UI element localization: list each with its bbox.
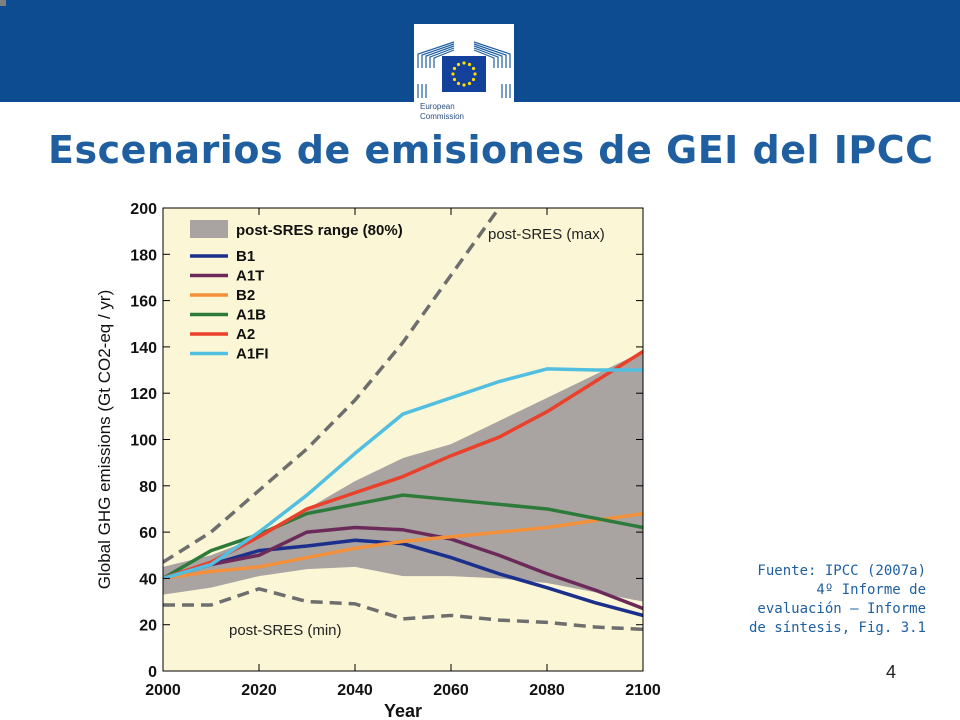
x-tick-label: 2000 [145, 682, 181, 699]
y-tick-label: 180 [130, 247, 157, 264]
eu-star-icon [452, 77, 457, 82]
eu-star-icon [456, 62, 461, 67]
eu-star-icon [452, 66, 457, 71]
european-commission-logo: European Commission [414, 24, 514, 132]
y-tick-label: 60 [139, 525, 157, 542]
label-post-sres-max: post-SRES (max) [488, 226, 605, 243]
label-post-sres-min: post-SRES (min) [229, 622, 342, 639]
legend-label-a1t: A1T [236, 268, 264, 285]
legend-label-a1fi: A1FI [236, 346, 269, 363]
x-tick-label: 2040 [337, 682, 373, 699]
eu-star-icon [471, 77, 476, 82]
y-tick-label: 40 [139, 571, 157, 588]
y-tick-label: 20 [139, 618, 157, 635]
eu-star-icon [467, 62, 472, 67]
y-tick-label: 100 [130, 433, 157, 450]
y-tick-label: 200 [130, 201, 157, 218]
y-tick-label: 0 [148, 664, 157, 681]
eu-star-icon [451, 72, 455, 76]
logo-text: European Commission [420, 102, 465, 121]
eu-star-icon [467, 81, 472, 86]
dashed-series-post-sres-max- [163, 208, 501, 564]
legend-label-band: post-SRES range (80%) [236, 222, 403, 239]
corner-marker [0, 0, 6, 6]
eu-star-icon [462, 83, 466, 87]
x-axis-label: Year [384, 701, 422, 720]
series-layer [163, 208, 643, 632]
legend-swatch-band [190, 220, 228, 238]
page-number: 4 [886, 662, 897, 682]
x-tick-label: 2060 [433, 682, 469, 699]
y-tick-label: 80 [139, 479, 157, 496]
eu-star-icon [471, 66, 476, 71]
eu-flag-logo-icon [417, 41, 511, 98]
series-line-a2 [163, 349, 643, 581]
series-line-a1fi [163, 367, 643, 581]
y-tick-label: 140 [130, 340, 157, 357]
eu-star-icon [456, 81, 461, 86]
legend-label-b1: B1 [236, 248, 255, 265]
series-line-a1b [163, 493, 643, 581]
series-line-a1t [163, 525, 643, 611]
legend: post-SRES range (80%) B1 A1T B2 A1B A2 A1FI [190, 220, 403, 363]
legend-label-b2: B2 [236, 287, 255, 304]
source-line: Fuente: IPCC (2007a) [757, 563, 926, 579]
source-line: 4º Informe de [816, 582, 926, 598]
source-line: evaluación – Informe [757, 601, 926, 617]
y-tick-label: 160 [130, 294, 157, 311]
series-line-b2 [163, 511, 643, 581]
y-tick-label: 120 [130, 386, 157, 403]
x-tick-label: 2020 [241, 682, 277, 699]
eu-star-icon [473, 72, 477, 76]
x-tick-label: 2100 [625, 682, 661, 699]
legend-label-a1b: A1B [236, 307, 266, 324]
source-line: de síntesis, Fig. 3.1 [748, 620, 926, 636]
y-axis-label: Global GHG emissions (Gt CO2-eq / yr) [95, 290, 114, 589]
x-tick-label: 2080 [529, 682, 565, 699]
series-line-b1 [163, 538, 643, 618]
source-note: Fuente: IPCC (2007a) 4º Informe de evalu… [680, 562, 926, 638]
dashed-series-labels: post-SRES (max) post-SRES (min) [229, 226, 605, 639]
dashed-series-post-sres-min- [163, 587, 643, 632]
slide-title: Escenarios de emisiones de GEI del IPCC [48, 128, 934, 172]
eu-stars [451, 61, 477, 87]
legend-label-a2: A2 [236, 326, 255, 343]
eu-star-icon [462, 61, 466, 65]
